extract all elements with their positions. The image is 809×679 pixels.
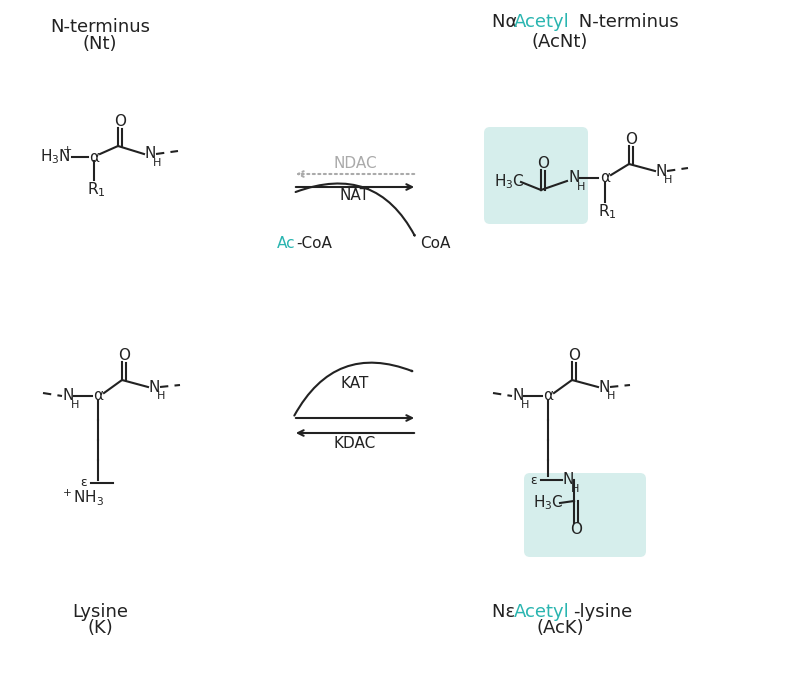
Text: O: O xyxy=(570,523,582,538)
Text: H: H xyxy=(664,175,672,185)
Text: CoA: CoA xyxy=(420,236,451,251)
Text: O: O xyxy=(537,155,549,170)
FancyArrowPatch shape xyxy=(295,183,414,236)
Text: ε: ε xyxy=(531,473,537,486)
Text: N-terminus: N-terminus xyxy=(50,18,150,36)
Text: NAT: NAT xyxy=(340,189,370,204)
Text: O: O xyxy=(118,348,130,363)
Text: -CoA: -CoA xyxy=(296,236,332,251)
Text: N: N xyxy=(562,473,574,488)
Text: N: N xyxy=(512,388,523,403)
Text: α: α xyxy=(93,388,103,403)
Text: H$_3$N: H$_3$N xyxy=(40,147,70,166)
Text: Nε: Nε xyxy=(492,603,521,621)
FancyArrowPatch shape xyxy=(294,363,413,416)
Text: O: O xyxy=(568,348,580,363)
Text: 1: 1 xyxy=(608,210,616,220)
Text: +: + xyxy=(62,145,72,155)
Text: Nα: Nα xyxy=(492,13,523,31)
Text: R: R xyxy=(87,181,99,196)
FancyBboxPatch shape xyxy=(524,473,646,557)
Text: N: N xyxy=(148,380,159,394)
Text: H: H xyxy=(521,400,529,410)
Text: Lysine: Lysine xyxy=(72,603,128,621)
Text: H$_3$C: H$_3$C xyxy=(494,172,525,191)
Text: KDAC: KDAC xyxy=(334,435,376,450)
Text: Acetyl: Acetyl xyxy=(514,603,570,621)
Text: α: α xyxy=(543,388,553,403)
Text: H: H xyxy=(577,182,585,192)
Text: α: α xyxy=(600,170,610,185)
Text: H: H xyxy=(607,391,615,401)
Text: (Nt): (Nt) xyxy=(83,35,117,53)
Text: O: O xyxy=(114,115,126,130)
FancyBboxPatch shape xyxy=(484,127,588,224)
Text: (AcK): (AcK) xyxy=(536,619,584,637)
Text: H: H xyxy=(157,391,165,401)
Text: Ac: Ac xyxy=(277,236,295,251)
Text: NDAC: NDAC xyxy=(333,155,377,170)
Text: N: N xyxy=(62,388,74,403)
Text: ε: ε xyxy=(81,477,87,490)
Text: N: N xyxy=(655,164,667,179)
Text: H: H xyxy=(153,158,161,168)
Text: N: N xyxy=(568,170,580,185)
Text: N: N xyxy=(599,380,610,394)
Text: $^+$NH$_3$: $^+$NH$_3$ xyxy=(60,487,104,507)
Text: 1: 1 xyxy=(98,188,104,198)
Text: KAT: KAT xyxy=(341,375,369,390)
Text: H$_3$C: H$_3$C xyxy=(533,494,564,513)
Text: N-terminus: N-terminus xyxy=(573,13,679,31)
Text: O: O xyxy=(625,132,637,147)
Text: H: H xyxy=(571,484,579,494)
Text: (K): (K) xyxy=(87,619,113,637)
Text: (AcNt): (AcNt) xyxy=(532,33,588,51)
Text: R: R xyxy=(599,204,609,219)
Text: α: α xyxy=(89,149,99,164)
Text: -lysine: -lysine xyxy=(573,603,633,621)
Text: H: H xyxy=(71,400,79,410)
Text: Acetyl: Acetyl xyxy=(514,13,570,31)
Text: N: N xyxy=(144,147,155,162)
